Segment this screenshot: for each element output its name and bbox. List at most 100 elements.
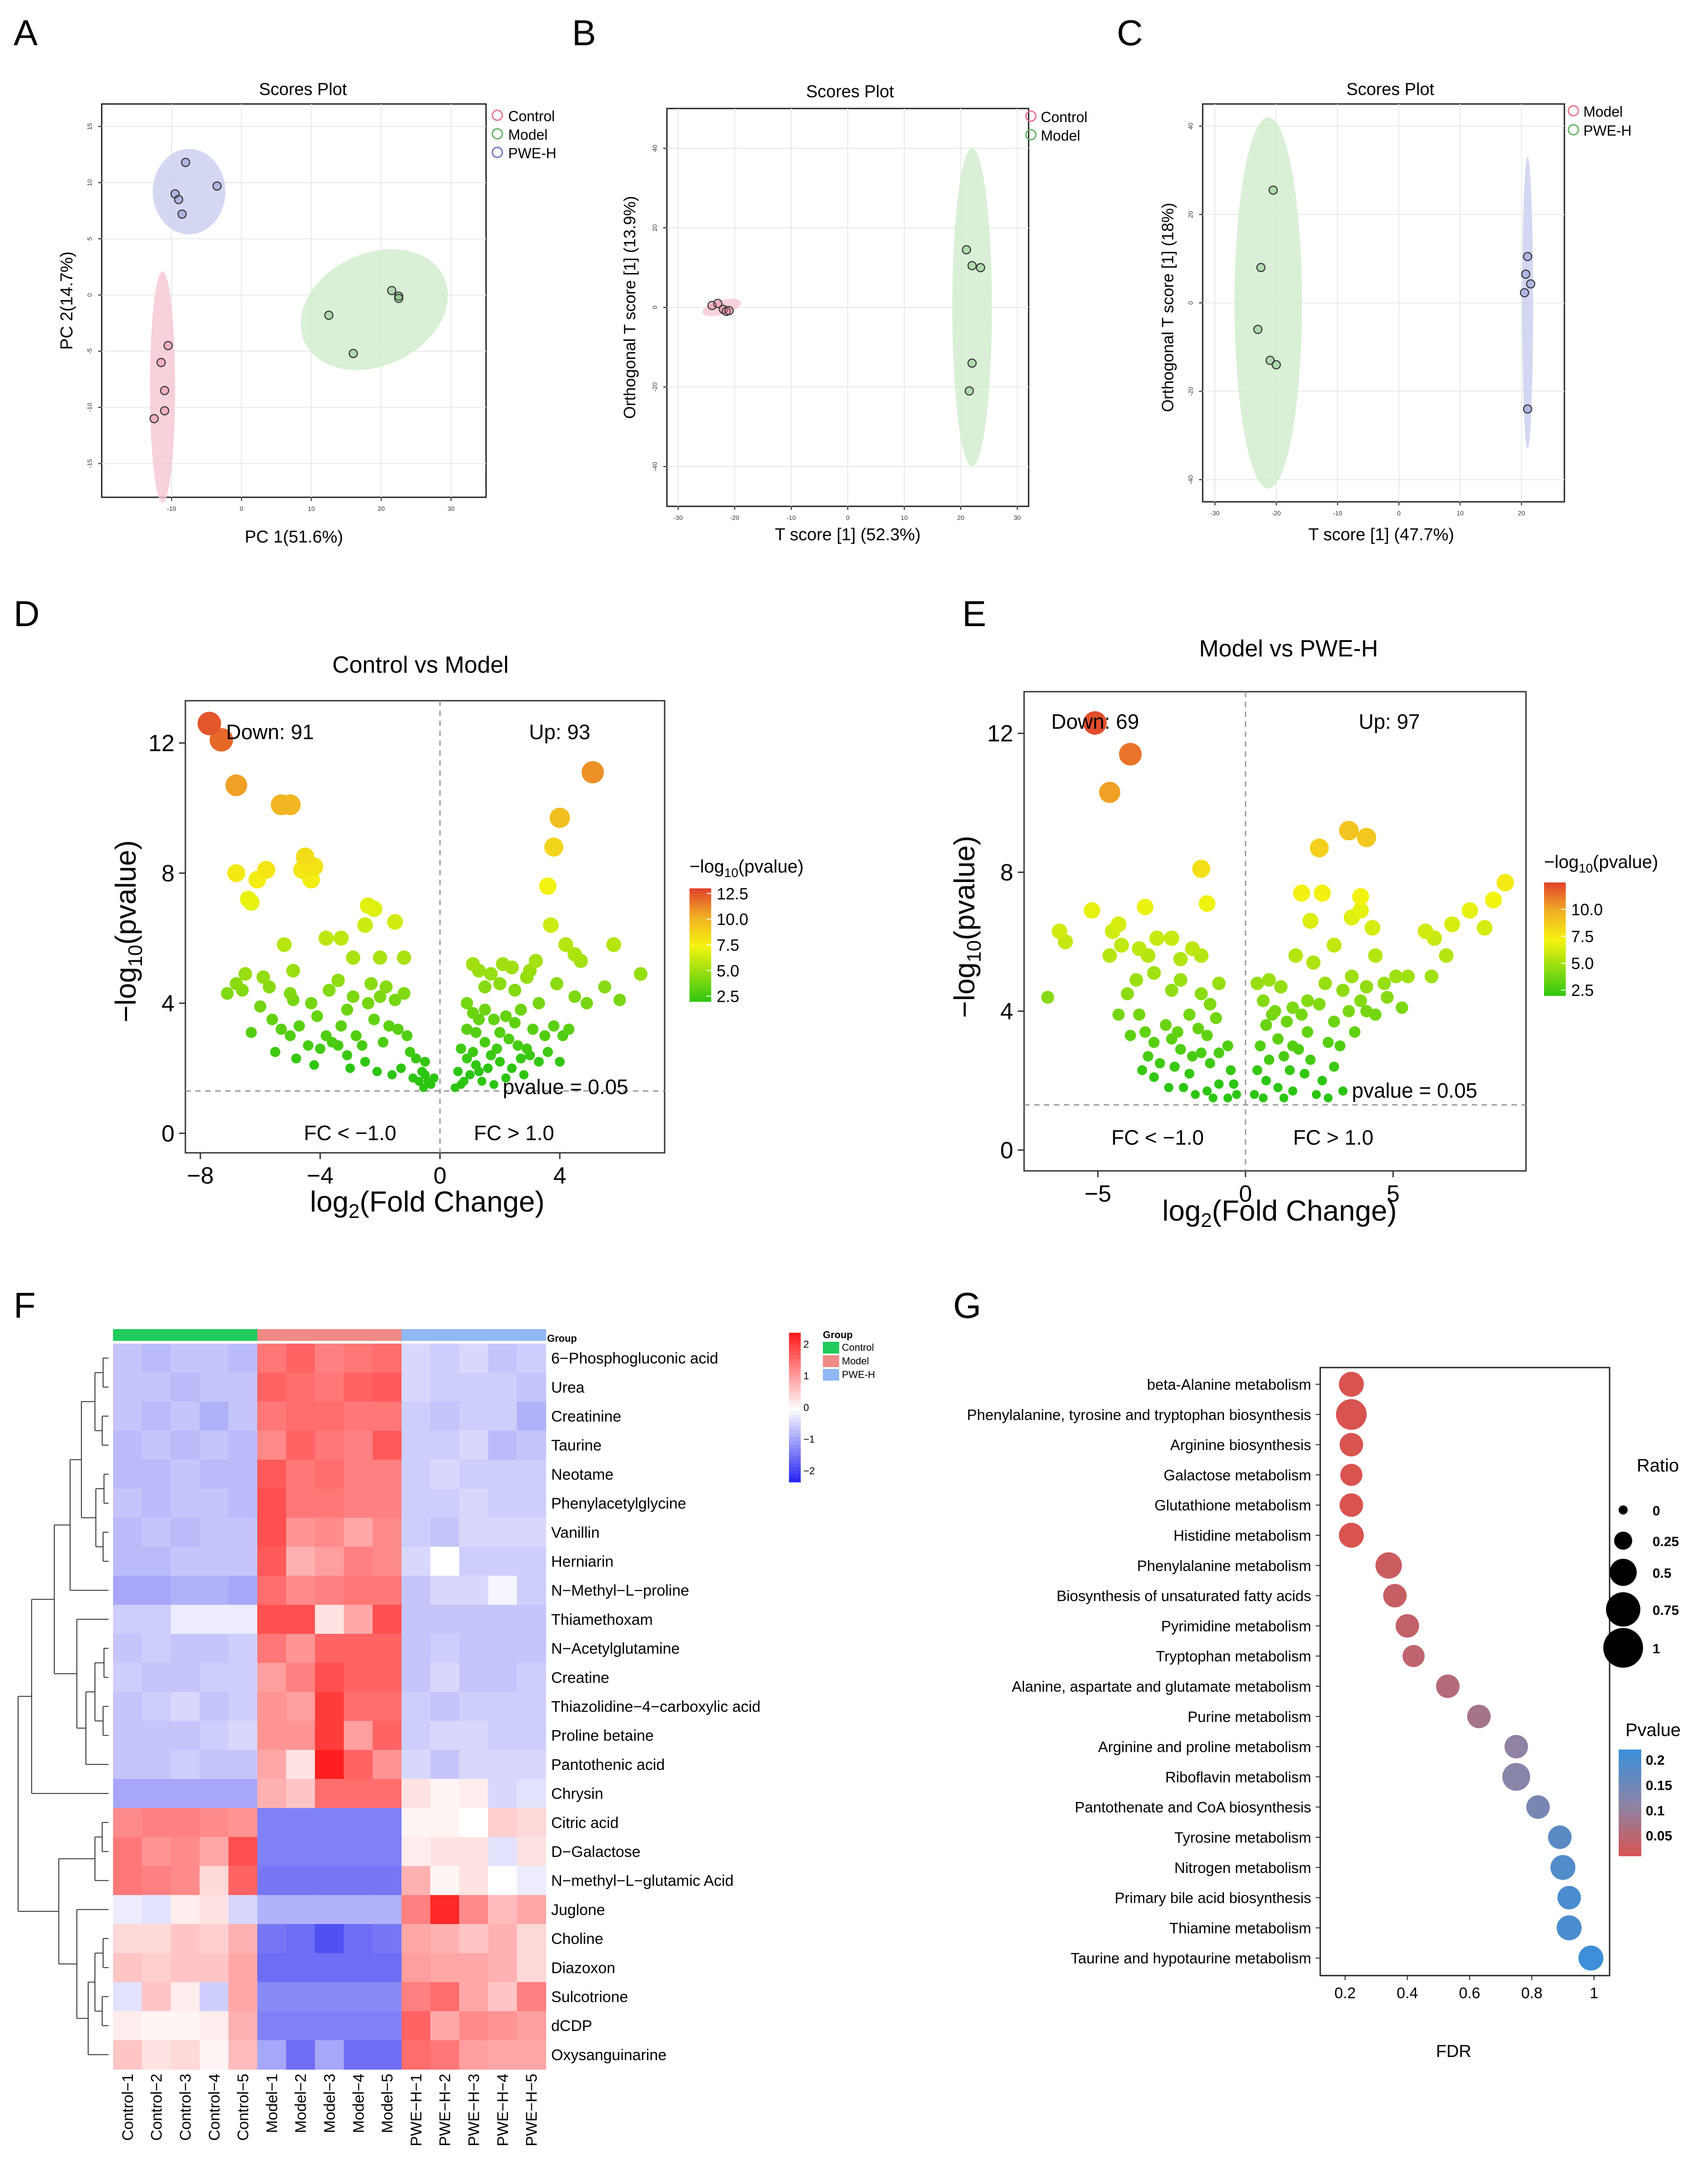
volcano-point (346, 950, 360, 965)
heatmap-cell (170, 1808, 200, 1838)
heatmap-cell (315, 1575, 345, 1605)
heatmap-cell (315, 1401, 345, 1431)
volcano-point (396, 1063, 406, 1073)
heatmap-cell (113, 1634, 142, 1664)
volcano-point (209, 728, 233, 752)
heatmap-cell (401, 1721, 431, 1750)
panel-e-down-count: Down: 69 (1051, 710, 1139, 733)
color-legend-step (1619, 1753, 1641, 1757)
heatmap-cell (344, 1895, 373, 1925)
colorbar-step (690, 987, 711, 991)
panel-f-heatmap: Group 6−Phosphogluconic acid Urea Creatini… (18, 1329, 875, 2146)
panel-d-volcano: Control vs Model −8 −4 0 4 0 4 8 12 Down: 91 Up… (109, 652, 803, 1222)
heatmap-column-label: Control−5 (235, 2074, 252, 2141)
volcano-point (478, 980, 491, 994)
heatmap-cell (315, 1982, 345, 2012)
colorbar-step (789, 1456, 801, 1460)
volcano-point (598, 980, 611, 994)
heatmap-cell (459, 1837, 489, 1867)
pathway-bubble (1556, 1915, 1582, 1940)
colorbar-step (690, 984, 711, 988)
heatmap-cell (257, 1924, 287, 1954)
heatmap-cell (257, 1459, 287, 1489)
colorbar-step (690, 922, 711, 926)
colorbar-step (690, 967, 711, 971)
legend-label-pwe-h: PWE-H (1583, 123, 1632, 139)
heatmap-cell (170, 1953, 200, 1983)
colorbar-step (1544, 933, 1566, 937)
heatmap-cell (199, 1575, 229, 1605)
colorbar-step (1544, 888, 1566, 892)
heatmap-cell (517, 1430, 546, 1460)
heatmap-cell (373, 1634, 402, 1664)
colorbar-step (1544, 930, 1566, 934)
color-legend-step (1619, 1778, 1641, 1782)
legend-marker-control (491, 109, 503, 121)
heatmap-cell (228, 1547, 258, 1576)
heatmap-cell (315, 1518, 345, 1547)
heatmap-cell (459, 1721, 489, 1750)
score-point-model (964, 386, 974, 396)
volcano-point (465, 1070, 475, 1080)
heatmap-cell (170, 1604, 200, 1634)
color-legend-step (1619, 1771, 1641, 1775)
panel-g-size-legend: 0 0.25 0.5 0.75 1 (1603, 1504, 1679, 1668)
colorbar-step (690, 964, 711, 968)
heatmap-cell (199, 1721, 229, 1750)
heatmap-cell (517, 1604, 546, 1634)
panel-g-plot-frame (1319, 1367, 1611, 1976)
heatmap-cell (459, 1575, 489, 1605)
x-tick-label: 0.8 (1521, 1985, 1542, 2002)
colorbar-step (789, 1344, 801, 1348)
heatmap-cell (113, 1344, 142, 1373)
heatmap-cell (401, 1837, 431, 1867)
colorbar-step (1544, 936, 1566, 939)
heatmap-cell (488, 1779, 518, 1809)
colorbar-step (789, 1396, 801, 1401)
volcano-point (613, 994, 626, 1006)
heatmap-cell (344, 1430, 373, 1460)
volcano-point (503, 1033, 515, 1045)
heatmap-cell (113, 1547, 142, 1576)
heatmap-cell (430, 1953, 460, 1983)
color-legend-step (1619, 1835, 1641, 1839)
volcano-point (1137, 898, 1153, 915)
heatmap-cell (459, 1750, 489, 1779)
colorbar-tick-label: 7.5 (717, 936, 739, 954)
colorbar-step (1544, 939, 1566, 943)
volcano-point (581, 761, 604, 783)
volcano-point (1201, 1029, 1213, 1041)
heatmap-cell (170, 2011, 200, 2041)
heatmap-cell (199, 2040, 229, 2070)
group-legend-swatch-pwe-h (823, 1369, 839, 1381)
pathway-label: Arginine and proline metabolism (1098, 1739, 1311, 1755)
colorbar-tick-label: 5.0 (1571, 954, 1594, 973)
volcano-point (387, 1070, 397, 1080)
heatmap-cell (401, 1373, 431, 1402)
volcano-point (379, 980, 393, 994)
x-tick-label: 10 (901, 514, 908, 521)
volcano-point (1174, 973, 1188, 987)
score-point-control (160, 406, 170, 415)
panel-d-down-count: Down: 91 (226, 720, 314, 744)
heatmap-cell (430, 1459, 460, 1489)
heatmap-cell (315, 2011, 345, 2041)
volcano-point (383, 1020, 395, 1032)
volcano-point (387, 914, 403, 930)
heatmap-cell (113, 1430, 142, 1460)
color-legend-step (1619, 1827, 1641, 1832)
heatmap-cell (344, 1750, 373, 1779)
colorbar-step (690, 902, 711, 906)
volcano-point (322, 984, 336, 997)
heatmap-cell (488, 1750, 518, 1779)
heatmap-cell (430, 1895, 460, 1925)
colorbar-step (690, 925, 711, 929)
heatmap-cell (373, 1750, 402, 1779)
heatmap-cell (257, 1373, 287, 1402)
volcano-point (401, 1030, 413, 1042)
heatmap-cell (430, 1634, 460, 1664)
color-legend-step (1619, 1824, 1641, 1828)
heatmap-cell (401, 1604, 431, 1634)
heatmap-cell (113, 1895, 142, 1925)
volcano-point (331, 973, 345, 987)
